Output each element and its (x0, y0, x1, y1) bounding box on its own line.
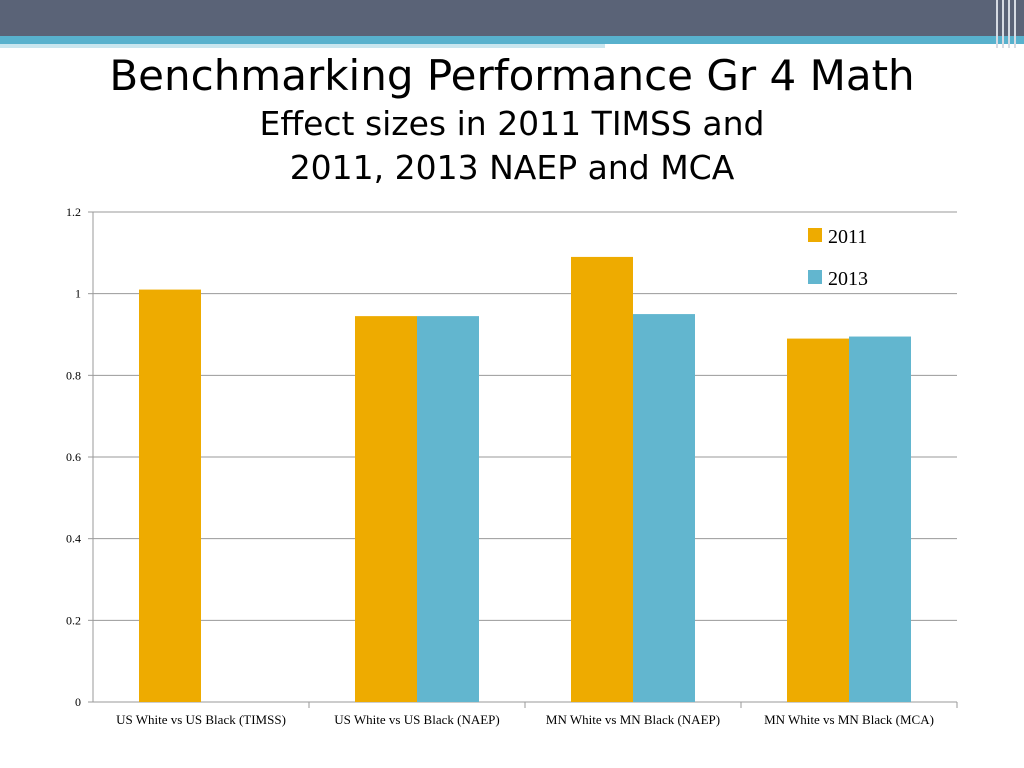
y-tick-label: 1.2 (66, 205, 81, 219)
bar-2011 (139, 289, 201, 702)
accent-stripe-light (0, 44, 605, 48)
header-band (0, 0, 1024, 36)
y-tick-label: 0 (75, 695, 81, 709)
y-tick-label: 0.8 (66, 368, 81, 382)
bar-2011 (787, 338, 849, 702)
accent-stripe (0, 36, 1024, 44)
bar-2013 (417, 316, 479, 702)
title-line-2: Effect sizes in 2011 TIMSS and (259, 104, 765, 143)
y-tick-label: 0.6 (66, 450, 81, 464)
y-tick-label: 1 (75, 287, 81, 301)
x-category-label: MN White vs MN Black (NAEP) (546, 712, 720, 727)
title-line-3: 2011, 2013 NAEP and MCA (289, 148, 735, 187)
x-category-label: MN White vs MN Black (MCA) (764, 712, 934, 727)
bar-2013 (849, 336, 911, 702)
x-category-label: US White vs US Black (TIMSS) (116, 712, 286, 727)
bar-2011 (355, 316, 417, 702)
y-tick-label: 0.4 (66, 532, 81, 546)
slide-title: Benchmarking Performance Gr 4 Math Effec… (0, 50, 1024, 190)
bar-2011 (571, 256, 633, 702)
legend-swatch-2011 (808, 228, 822, 242)
y-tick-label: 0.2 (66, 613, 81, 627)
legend-label-2013: 2013 (828, 268, 868, 290)
legend-label-2011: 2011 (828, 226, 867, 248)
legend-swatch-2013 (808, 270, 822, 284)
title-line-1: Benchmarking Performance Gr 4 Math (109, 51, 915, 100)
x-category-label: US White vs US Black (NAEP) (334, 712, 500, 727)
bar-2013 (633, 314, 695, 702)
corner-decoration (992, 0, 1024, 48)
